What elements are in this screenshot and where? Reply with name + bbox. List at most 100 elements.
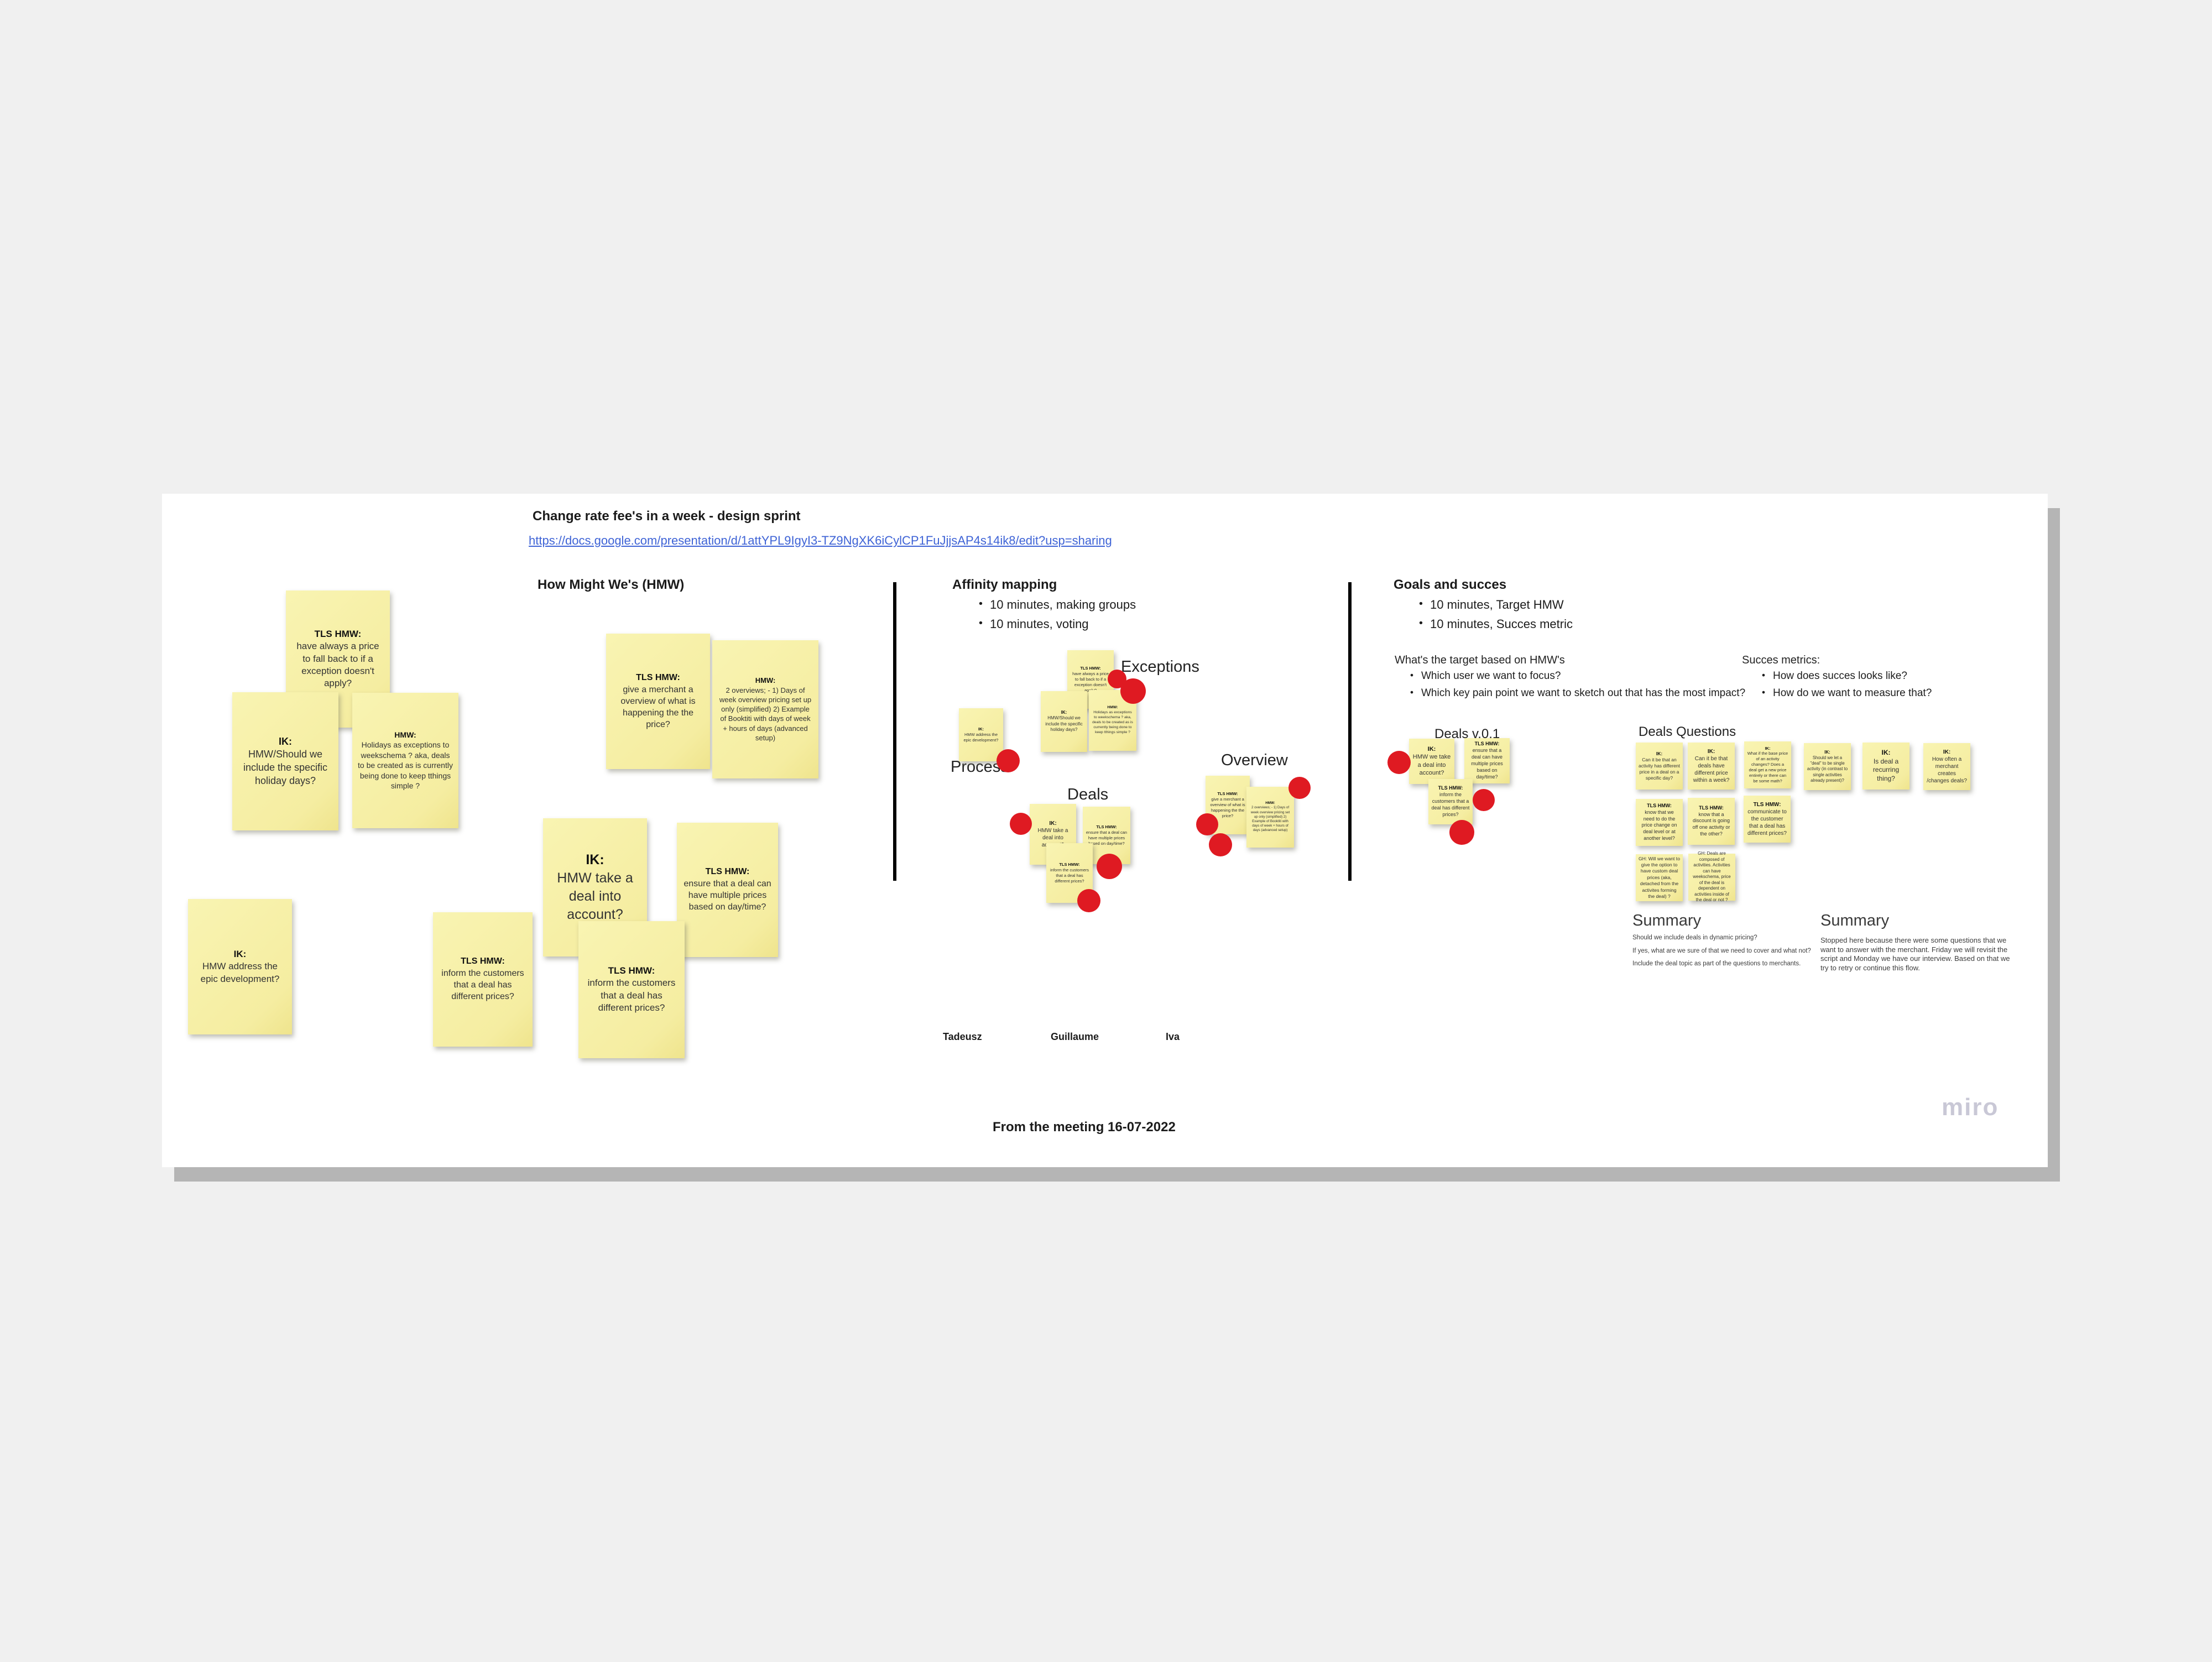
section-title-affinity: Affinity mapping xyxy=(952,577,1057,592)
sticky-note[interactable]: TLS HMW: inform the customers that a dea… xyxy=(433,912,533,1047)
sticky-note-mini[interactable]: IK: How often a merchant creates /change… xyxy=(1923,743,1970,790)
sticky-note-mini[interactable]: HMW: 2 overviews; - 1) Days of week over… xyxy=(1246,787,1294,848)
summary-heading: Summary xyxy=(1632,912,1702,929)
whiteboard-frame[interactable]: Change rate fee's in a week - design spr… xyxy=(162,494,2048,1167)
sticky-note-mini[interactable]: IK: HMW we take a deal into account? xyxy=(1409,739,1454,784)
participant-name: Tadeusz xyxy=(943,1031,982,1042)
bullet-item: 10 minutes, Target HMW xyxy=(1415,597,1573,613)
vote-dot[interactable] xyxy=(1196,813,1218,835)
summary-body: Stopped here because there were some que… xyxy=(1820,936,2020,978)
sticky-note-mini[interactable]: TLS HMW: give a merchant a overview of w… xyxy=(1206,776,1250,834)
vote-dot[interactable] xyxy=(1449,820,1474,845)
vote-dot[interactable] xyxy=(1120,678,1146,704)
group-label-deals: Deals xyxy=(1067,786,1109,803)
note-title: IK: xyxy=(1049,820,1057,827)
section-title-goals: Goals and succes xyxy=(1394,577,1507,592)
sticky-note-mini[interactable]: TLS HMW: communicate to the customer tha… xyxy=(1744,796,1791,843)
note-title: HMW: xyxy=(1265,801,1275,806)
note-title: TLS HMW: xyxy=(461,957,505,966)
note-body: ensure that a deal can have multiple pri… xyxy=(1471,748,1503,780)
note-title: IK: xyxy=(1765,745,1771,751)
summary-paragraph: Stopped here because there were some que… xyxy=(1820,936,2010,972)
note-title: IK: xyxy=(1707,748,1715,755)
note-title: TLS HMW: xyxy=(1699,804,1724,811)
note-body: have always a price to fall back to if a… xyxy=(296,641,379,689)
note-body: HMW address the epic development? xyxy=(200,961,280,984)
vote-dot[interactable] xyxy=(1288,777,1311,799)
sticky-note-mini[interactable]: TLS HMW: inform the customers that a dea… xyxy=(1428,779,1473,824)
note-title: TLS HMW: xyxy=(314,629,362,640)
vote-dot[interactable] xyxy=(997,749,1020,772)
vote-dot[interactable] xyxy=(1097,854,1122,879)
note-title: IK: xyxy=(1427,746,1436,753)
note-body: Should we let a "deal" to be single acti… xyxy=(1807,755,1848,783)
sticky-note[interactable]: IK: HMW address the epic development? xyxy=(188,899,292,1034)
bullet-item: Which user we want to focus? xyxy=(1406,670,1749,683)
group-label-overview: Overview xyxy=(1221,751,1288,769)
sticky-note[interactable]: TLS HMW: give a merchant a overview of w… xyxy=(606,634,710,769)
note-title: HMW: xyxy=(755,676,776,685)
sticky-note-mini[interactable]: IK: Can it be that deals have different … xyxy=(1688,743,1735,790)
note-body: ensure that a deal can have multiple pri… xyxy=(684,879,771,912)
bullet-item: Which key pain point we want to sketch o… xyxy=(1406,687,1749,700)
note-title: TLS HMW: xyxy=(636,672,680,682)
note-title: HMW: xyxy=(1107,705,1118,710)
note-body: know that a discount is going off one ac… xyxy=(1692,811,1730,837)
group-label-deals-questions: Deals Questions xyxy=(1639,724,1736,739)
bullet-item: How does succes looks like? xyxy=(1757,670,1995,683)
summary-body: Should we include deals in dynamic prici… xyxy=(1632,934,1823,973)
note-title: TLS HMW: xyxy=(1059,862,1080,867)
bullet-item: 10 minutes, voting xyxy=(974,616,1136,632)
sticky-note-mini[interactable]: IK: Can it be that an activity has diffe… xyxy=(1636,743,1683,790)
note-body: HMW take a deal into account? xyxy=(557,870,633,922)
note-title: TLS HMW: xyxy=(1438,785,1463,791)
note-title: IK: xyxy=(1881,748,1891,756)
note-body: What if the base price of an activity ch… xyxy=(1747,751,1788,784)
sticky-note-mini[interactable]: TLS HMW: know that we need to do the pri… xyxy=(1636,799,1683,846)
sticky-note[interactable]: HMW: 2 overviews; - 1) Days of week over… xyxy=(712,640,818,778)
sticky-note[interactable]: TLS HMW: ensure that a deal can have mul… xyxy=(677,823,778,957)
participant-name: Iva xyxy=(1166,1031,1180,1042)
summary-heading: Summary xyxy=(1820,912,1890,929)
sticky-note[interactable]: HMW: Holidays as exceptions to weekschem… xyxy=(352,693,458,828)
bullet-item: 10 minutes, Succes metric xyxy=(1415,616,1573,632)
target-heading: What's the target based on HMW's xyxy=(1395,654,1565,666)
sticky-note-mini[interactable]: TLS HMW: ensure that a deal can have mul… xyxy=(1464,738,1510,783)
note-title: TLS HMW: xyxy=(1647,802,1672,808)
note-body: 2 overviews; - 1) Days of week overview … xyxy=(1250,806,1290,833)
summary-paragraph: Should we include deals in dynamic prici… xyxy=(1632,934,1757,941)
note-title: IK: xyxy=(1824,749,1830,755)
bullet-item: How do we want to measure that? xyxy=(1757,687,1995,700)
sticky-note-mini[interactable]: GH: Will we want to give the option to h… xyxy=(1636,854,1683,901)
sticky-note-mini[interactable]: GH: Deals are composed of activities. Ac… xyxy=(1688,851,1735,902)
group-label-exceptions: Exceptions xyxy=(1121,658,1199,676)
miro-logo: miro xyxy=(1942,1094,1999,1121)
sticky-note-mini[interactable]: IK: Is deal a recurring thing? xyxy=(1863,743,1910,790)
board-title: Change rate fee's in a week - design spr… xyxy=(533,509,801,524)
sticky-note-mini[interactable]: TLS HMW: know that a discount is going o… xyxy=(1688,798,1735,845)
note-body: HMW/Should we include the specific holid… xyxy=(1045,715,1083,733)
meeting-date-note: From the meeting 16-07-2022 xyxy=(993,1120,1176,1135)
sticky-note-mini[interactable]: IK: HMW address the epic development? xyxy=(959,708,1003,761)
note-body: Can it be that deals have different pric… xyxy=(1693,755,1730,784)
note-title: TLS HMW: xyxy=(1753,801,1781,808)
sticky-note-mini[interactable]: IK: What if the base price of an activit… xyxy=(1744,741,1791,788)
summary-paragraph: Include the deal topic as part of the qu… xyxy=(1632,960,1801,968)
presentation-link[interactable]: https://docs.google.com/presentation/d/1… xyxy=(529,534,1112,547)
note-title: TLS HMW: xyxy=(1474,741,1500,747)
note-body: HMW we take a deal into account? xyxy=(1412,754,1451,777)
note-title: IK: xyxy=(1061,709,1067,715)
sticky-note[interactable]: TLS HMW: inform the customers that a dea… xyxy=(578,921,685,1058)
vote-dot[interactable] xyxy=(1387,751,1411,774)
vote-dot[interactable] xyxy=(1077,889,1100,912)
note-body: know that we need to do the price change… xyxy=(1641,809,1677,842)
note-title: TLS HMW: xyxy=(608,965,655,976)
sticky-note[interactable]: IK: HMW/Should we include the specific h… xyxy=(232,692,338,830)
vote-dot[interactable] xyxy=(1473,789,1495,811)
section-title-hmw: How Might We's (HMW) xyxy=(538,577,685,592)
vote-dot[interactable] xyxy=(1010,813,1032,835)
sticky-note-mini[interactable]: IK: HMW/Should we include the specific h… xyxy=(1041,691,1087,752)
sticky-note-mini[interactable]: IK: Should we let a "deal" to be single … xyxy=(1804,743,1851,790)
vote-dot[interactable] xyxy=(1209,833,1232,856)
